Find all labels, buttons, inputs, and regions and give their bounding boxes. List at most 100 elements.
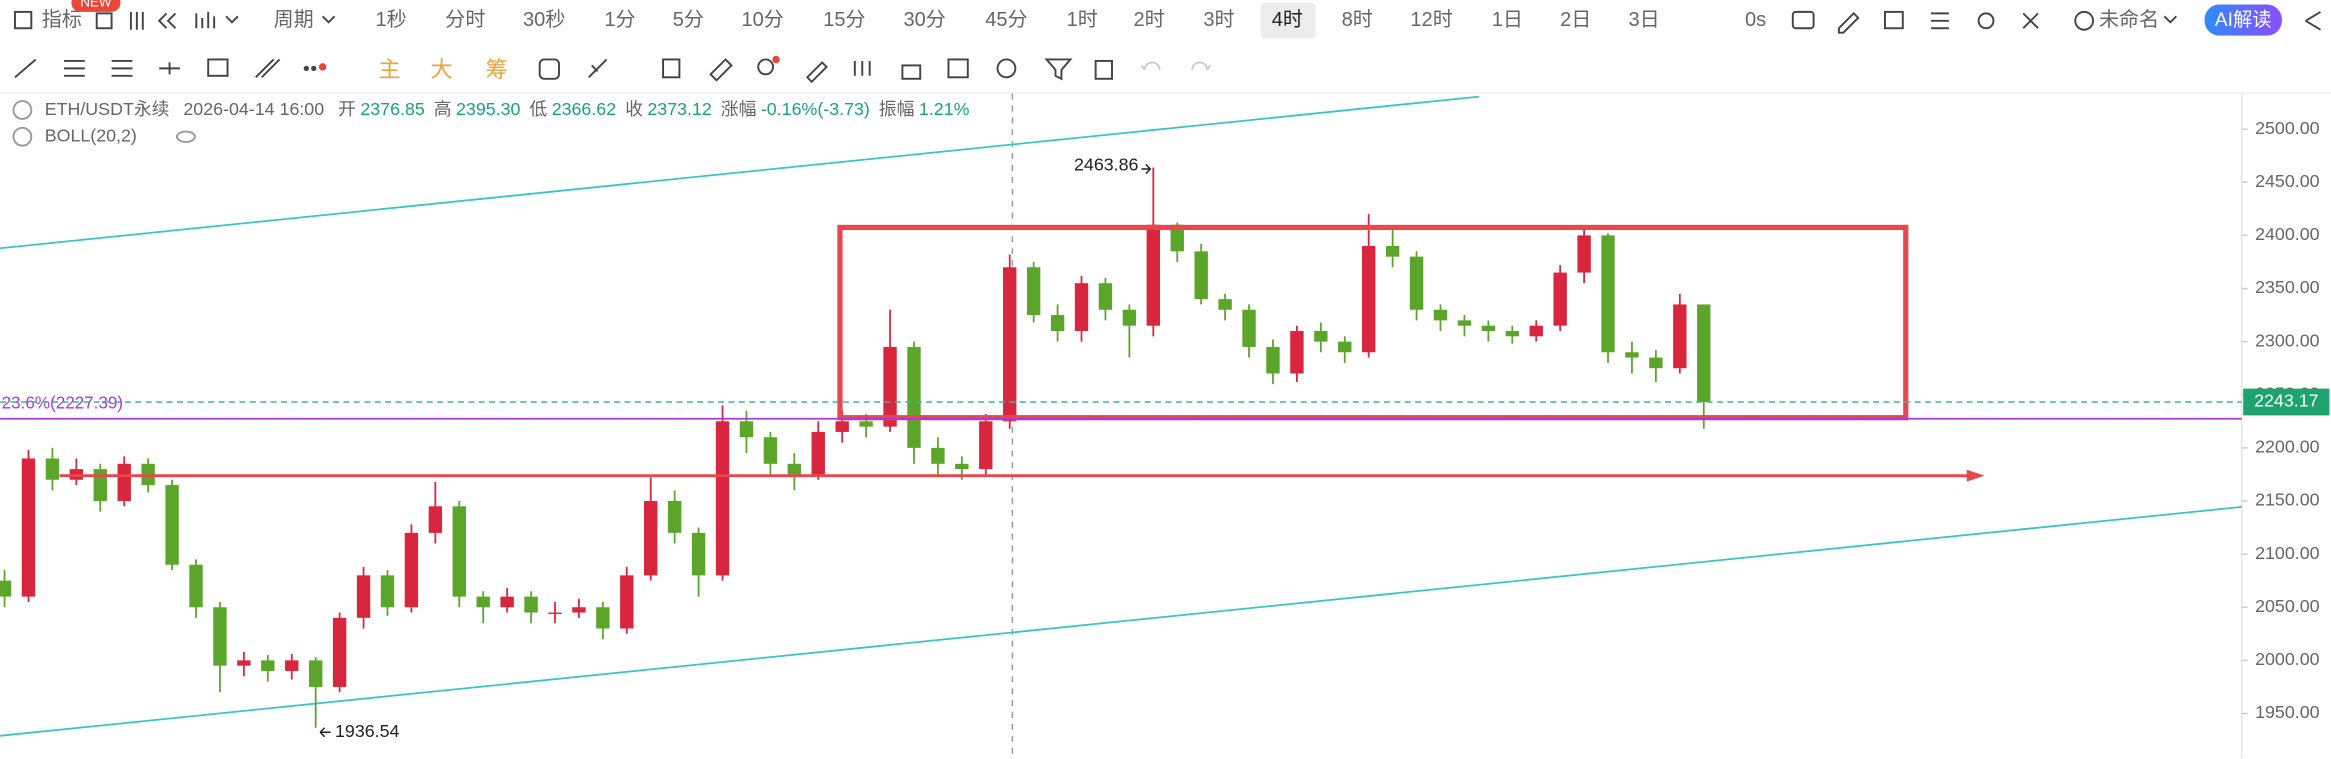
ray-tool[interactable] (159, 62, 180, 75)
candle-body (1266, 346, 1280, 374)
tool[interactable] (538, 58, 560, 80)
candle-body (1003, 267, 1017, 422)
magnet-tool[interactable] (996, 58, 1017, 79)
candle-body (1505, 331, 1519, 337)
interval-button[interactable]: 30分 (904, 8, 946, 31)
indicator-button[interactable]: 指标 (42, 8, 82, 31)
more-tool[interactable] (303, 65, 309, 72)
dropdown-icon[interactable] (2163, 15, 2177, 24)
settings-icon[interactable] (1977, 12, 1995, 30)
visibility-icon[interactable] (176, 130, 196, 143)
tool[interactable] (853, 60, 871, 76)
ruler-tool[interactable] (709, 58, 733, 82)
main-chart-button[interactable]: 主 (378, 57, 400, 82)
candle-body (811, 431, 825, 475)
candle-body (1697, 304, 1711, 403)
candle-body (1026, 267, 1041, 316)
interval-button[interactable]: 1日 (1492, 9, 1523, 31)
camera-icon[interactable] (1791, 10, 1815, 30)
candle-body (596, 607, 610, 629)
collapse-icon[interactable] (12, 100, 33, 120)
line-tool[interactable] (14, 58, 37, 79)
interval-button[interactable]: 12时 (1410, 8, 1452, 31)
tool[interactable] (588, 58, 608, 78)
filter-tool[interactable] (1044, 58, 1073, 81)
interval-button[interactable]: 3时 (1203, 8, 1234, 31)
fib-tool[interactable] (255, 58, 281, 78)
zoom-tool[interactable] (757, 58, 775, 76)
interval-button[interactable]: 30秒 (523, 8, 565, 31)
candle-body (21, 458, 36, 597)
period-button[interactable]: 周期 (274, 9, 314, 31)
indicator-icon[interactable] (13, 10, 33, 30)
candle-body (524, 596, 538, 613)
interval-button[interactable]: 1秒 (375, 8, 406, 31)
candle-body (1290, 331, 1304, 374)
candle-body (1218, 299, 1232, 310)
timer[interactable]: 0s (1745, 9, 1766, 31)
delete-tool[interactable] (1094, 59, 1113, 80)
lock-tool[interactable] (901, 64, 922, 80)
interval-button[interactable]: 2时 (1134, 8, 1165, 31)
pen-icon[interactable] (1837, 12, 1860, 34)
candle-body (189, 564, 203, 608)
rect-tool[interactable] (207, 58, 229, 77)
undo[interactable] (1140, 61, 1161, 71)
interval-button[interactable]: 45分 (985, 8, 1027, 31)
candle-body (500, 596, 514, 608)
chips-button[interactable]: 筹 (485, 57, 507, 82)
interval-button[interactable]: 分时 (445, 8, 485, 31)
replay-icon[interactable] (157, 12, 177, 29)
ai-button[interactable]: AI解读 (2215, 9, 2272, 31)
interval-button[interactable]: 3日 (1629, 9, 1660, 31)
indicator-name[interactable]: BOLL(20,2) (45, 125, 137, 145)
channel-tool[interactable] (64, 59, 85, 77)
tool[interactable] (805, 61, 828, 84)
y-tick-label: 2200.00 (2255, 437, 2320, 457)
arrow-head (1966, 469, 1985, 482)
dropdown-icon[interactable] (225, 15, 239, 24)
candle-body (1409, 256, 1424, 310)
list-icon[interactable] (1931, 12, 1949, 30)
interval-button[interactable]: 5分 (673, 8, 704, 31)
interval-button[interactable]: 8时 (1342, 8, 1373, 31)
candle-body (883, 346, 897, 427)
field-value: -0.16%(-3.73) (761, 99, 870, 119)
candle-body (1625, 352, 1639, 358)
icon[interactable] (1883, 10, 1904, 30)
candle-body (835, 421, 849, 432)
candle-body (667, 500, 682, 533)
chart-type-icon[interactable] (195, 11, 216, 29)
interval-button[interactable]: 15分 (823, 8, 865, 31)
candle-body (787, 463, 802, 475)
field-label: 高 (434, 99, 452, 119)
layout-icon[interactable] (95, 12, 113, 30)
interval-button[interactable]: 2日 (1560, 9, 1591, 31)
dropdown-icon[interactable] (321, 15, 336, 24)
interval-button[interactable]: 1分 (604, 8, 635, 31)
zoom-dot (772, 55, 780, 64)
new-badge: NEW (80, 0, 112, 10)
icon[interactable] (129, 11, 144, 30)
candle-body (1577, 235, 1591, 273)
max-label: 2463.86 (1074, 155, 1139, 175)
interval-button[interactable]: 4时 (1272, 8, 1303, 31)
interval-button[interactable]: 10分 (741, 8, 783, 31)
field-value: 2366.62 (552, 99, 617, 119)
candle-body (1242, 309, 1256, 347)
big-order-button[interactable]: 大 (430, 57, 452, 82)
collapse-icon[interactable] (12, 126, 33, 147)
layout-name[interactable]: 未命名 (2099, 8, 2159, 31)
hline-tool[interactable] (111, 59, 133, 77)
tool[interactable] (947, 58, 969, 79)
redo[interactable] (1191, 61, 1211, 71)
fullscreen-icon[interactable] (2022, 12, 2039, 29)
candle-body (404, 532, 419, 608)
chart: 1950.00 2000.00 2050.00 2100.00 2150.00 2200.… (0, 93, 2330, 759)
tool[interactable] (662, 58, 681, 79)
interval-button[interactable]: 1时 (1067, 8, 1098, 31)
ai-button-bg[interactable] (2204, 4, 2282, 36)
cloud-icon[interactable] (2074, 10, 2095, 31)
share-icon[interactable] (2305, 11, 2321, 31)
field-label: 振幅 (879, 99, 915, 119)
